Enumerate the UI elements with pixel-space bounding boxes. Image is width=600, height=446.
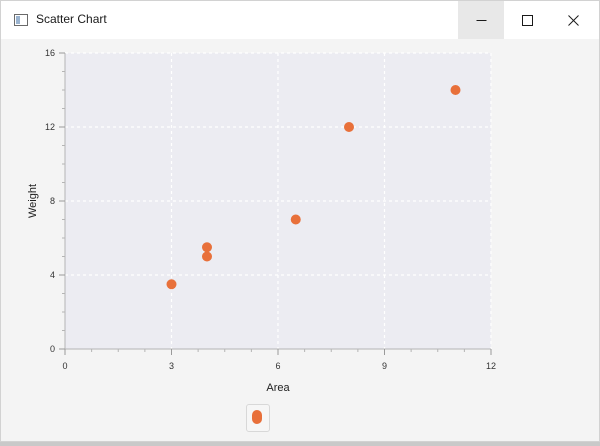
legend (246, 404, 270, 432)
data-point (202, 242, 212, 253)
data-point (202, 251, 212, 262)
x-tick-label: 9 (382, 361, 387, 371)
maximize-button[interactable] (504, 1, 550, 39)
chart-area: 0 3 6 9 12 0 4 8 12 16 Area Weight (1, 39, 599, 441)
data-point (166, 279, 177, 290)
data-point (344, 122, 354, 132)
y-tick-label: 0 (50, 344, 55, 354)
close-icon (567, 14, 579, 26)
y-tick-label: 12 (45, 122, 55, 132)
window-title: Scatter Chart (36, 12, 107, 26)
x-tick-label: 0 (62, 361, 67, 371)
scatter-chart: 0 3 6 9 12 0 4 8 12 16 Area Weight (27, 48, 496, 394)
y-axis-label: Weight (27, 184, 39, 218)
legend-series-symbol (252, 410, 262, 424)
maximize-icon (521, 14, 533, 26)
x-axis-label: Area (266, 382, 290, 394)
x-tick-label: 3 (169, 361, 174, 371)
x-tick-label: 12 (486, 361, 496, 371)
app-window-icon (14, 14, 28, 26)
y-tick-label: 4 (50, 270, 55, 280)
data-point (290, 214, 301, 225)
x-tick-label: 6 (275, 361, 280, 371)
close-button[interactable] (550, 1, 596, 39)
y-tick-label: 8 (50, 196, 55, 206)
data-point (450, 85, 461, 95)
y-tick-label: 16 (45, 48, 55, 58)
title-bar[interactable]: Scatter Chart (1, 1, 599, 39)
minimize-button[interactable] (458, 1, 504, 39)
minimize-icon (476, 19, 486, 21)
